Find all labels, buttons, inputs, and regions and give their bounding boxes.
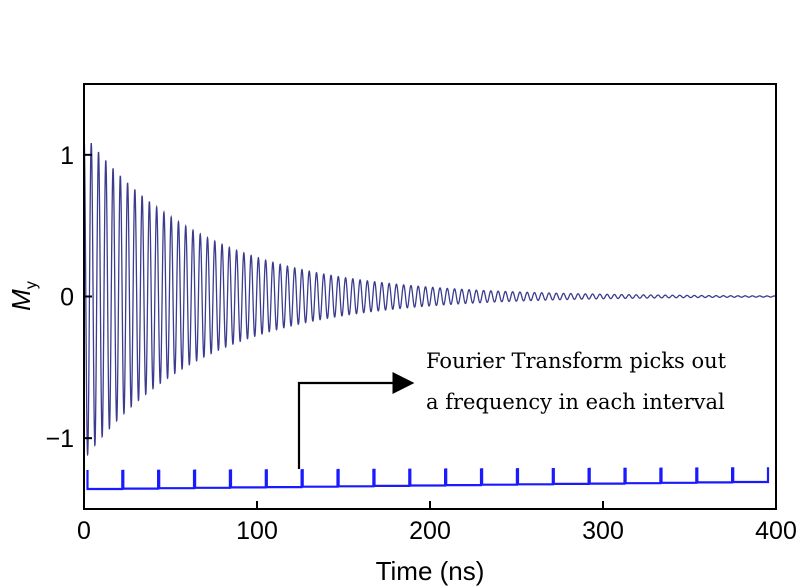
- x-tick-label: 300: [582, 517, 624, 545]
- interval-bracket: [696, 467, 734, 484]
- annotation: Fourier Transform picks out a frequency …: [297, 349, 727, 469]
- interval-bracket: [409, 468, 447, 487]
- x-tick-label: 100: [236, 517, 278, 545]
- interval-bracket: [445, 468, 483, 487]
- interval-bracket: [660, 467, 698, 484]
- annotation-line-2: a frequency in each interval: [426, 390, 725, 414]
- interval-bracket: [588, 467, 626, 485]
- y-axis: −1 0 1: [45, 142, 92, 453]
- y-axis-label-main: M: [6, 289, 36, 311]
- interval-bracket: [86, 470, 124, 491]
- interval-bracket: [265, 469, 303, 489]
- svg-text:My: My: [6, 281, 40, 311]
- interval-bracket: [301, 469, 339, 488]
- plot-area: [84, 133, 776, 491]
- interval-bracket: [194, 469, 231, 489]
- signal-line: [84, 133, 776, 457]
- interval-bracket: [122, 469, 160, 490]
- y-tick-label: −1: [45, 425, 74, 453]
- interval-bracket: [158, 469, 196, 490]
- annotation-arrow: [297, 372, 415, 469]
- interval-bracket: [516, 468, 554, 486]
- x-tick-label: 400: [755, 517, 797, 545]
- interval-bracket: [552, 468, 590, 485]
- y-tick-label: 0: [60, 284, 74, 312]
- x-tick-label: 200: [409, 517, 451, 545]
- y-axis-label-sub: y: [23, 281, 40, 289]
- y-tick-label: 1: [60, 142, 74, 170]
- y-axis-label: My: [6, 281, 40, 311]
- interval-bracket: [481, 468, 518, 486]
- interval-bracket: [732, 467, 770, 484]
- interval-markers: [86, 467, 770, 491]
- x-axis: 0 100 200 300 400: [77, 501, 797, 545]
- interval-bracket: [373, 468, 411, 487]
- interval-bracket: [229, 469, 267, 489]
- interval-bracket: [337, 468, 375, 488]
- x-tick-label: 0: [77, 517, 91, 545]
- x-axis-label: Time (ns): [376, 556, 485, 586]
- annotation-line-1: Fourier Transform picks out: [426, 349, 727, 373]
- interval-bracket: [624, 467, 662, 485]
